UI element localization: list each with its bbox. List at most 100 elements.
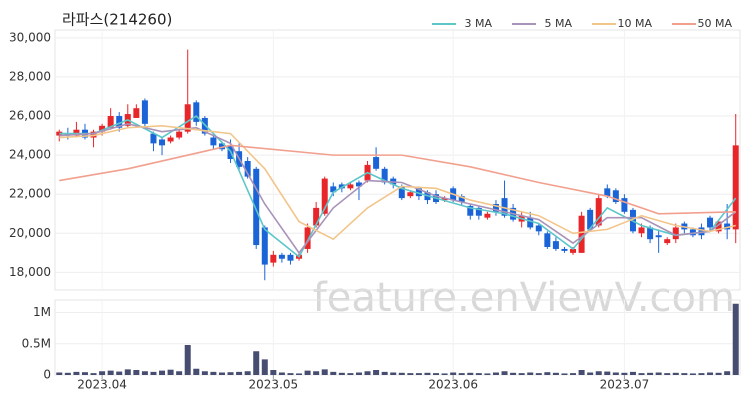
candle-body [535,225,542,232]
x-tick-label: 2023.05 [249,378,299,392]
volume-bar [313,371,320,375]
volume-bar [193,368,200,375]
candle-body [253,168,260,246]
candle-body [475,207,482,216]
volume-bar [689,373,696,375]
candle-body [304,227,311,249]
candle-body [604,188,611,197]
volume-bar [159,370,166,375]
volume-bar [724,371,731,375]
volume-bar [81,372,88,375]
candle-body [133,108,140,118]
volume-bar [253,351,260,375]
volume-bar [261,359,268,375]
candle-body [638,227,645,234]
candle-body [484,213,491,218]
volume-bar [278,372,285,375]
volume-bar [270,370,277,375]
candle-body [73,129,80,136]
volume-bar [90,373,97,375]
candle-body [415,188,422,197]
volume-bar [124,369,131,375]
ma-line [59,124,736,241]
candle-body [458,196,465,203]
y-tick-label: 18,000 [9,265,51,279]
volume-bar [492,372,499,375]
volume-bar [107,370,114,375]
candle-body [218,143,225,150]
y-tick-label: 26,000 [9,109,51,123]
volume-bar [330,371,337,375]
candle-body [373,157,380,169]
candle-body [552,241,559,249]
volume-bar [647,372,654,375]
volume-bar [467,372,474,375]
volume-bar [655,372,662,375]
volume-bar [527,372,534,375]
candle-body [184,104,191,132]
volume-bar [296,373,303,375]
chart-title: 라파스(214260) [62,11,172,29]
volume-bar [167,369,174,375]
volume-bar [355,372,362,375]
ma-line [59,123,737,255]
volume-bar [424,372,431,375]
y-tick-label: 22,000 [9,187,51,201]
candle-body [492,203,499,212]
volume-bar [707,372,714,375]
volume-bar [578,370,585,375]
volume-bar [698,373,705,375]
candle-body [141,100,148,124]
volume-bar [407,373,414,375]
candle-body [150,133,157,144]
volume-bar [535,373,542,375]
volume-bar [510,372,517,375]
volume-bar [244,371,251,375]
candle-body [270,254,277,263]
volume-bar [484,373,491,375]
volume-bar [227,372,234,375]
candle-body [655,235,662,238]
volume-bar [184,345,191,375]
volume-bar [570,373,577,375]
candle-body [90,131,97,138]
volume-bar [415,373,422,375]
candle-body [689,229,696,236]
volume-bar [133,370,140,375]
volume-bar [56,372,63,375]
volume-bar [304,370,311,375]
volume-bar [561,373,568,375]
volume-bar [672,372,679,375]
volume-bar [390,372,397,375]
candle-body [407,192,414,197]
volume-bar [433,373,440,375]
volume-bar [218,372,225,375]
candle-body [621,198,628,212]
x-tick-label: 2023.04 [77,378,127,392]
legend-label: 50 MA [697,17,732,30]
x-tick-label: 2023.07 [600,378,650,392]
volume-bar [176,371,183,375]
candle-body [707,217,714,228]
legend-label: 10 MA [617,17,652,30]
volume-bar [64,372,71,375]
candle-body [647,227,654,240]
y-tick-label: 20,000 [9,226,51,240]
volume-bar [450,372,457,375]
candle-body [698,227,705,236]
y-tick-label: 1M [33,305,51,319]
volume-bar [612,372,619,375]
candle-body [330,186,337,193]
ma-line [59,144,736,215]
candle-body [664,239,671,244]
volume-bar [552,372,559,375]
volume-bar [373,370,380,375]
candle-body [159,139,166,146]
y-tick-label: 28,000 [9,69,51,83]
volume-bar [398,372,405,375]
volume-bar [321,369,328,375]
candle-body [578,215,585,253]
candle-body [398,186,405,199]
volume-bar [201,371,208,375]
